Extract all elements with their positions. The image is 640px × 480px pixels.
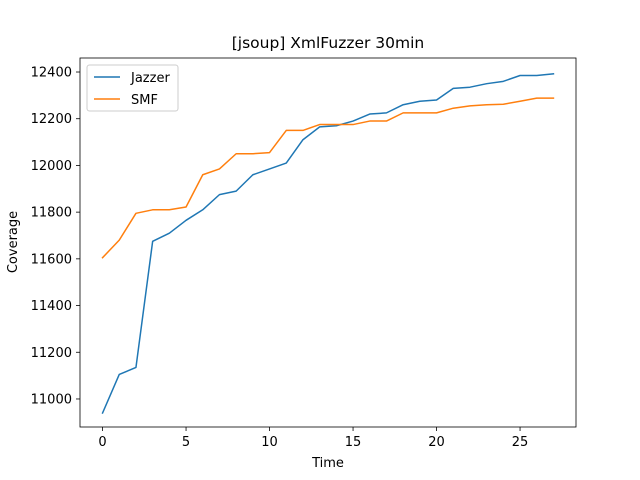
y-tick-label: 11000 (31, 392, 72, 407)
legend-label-jazzer: Jazzer (130, 71, 170, 86)
y-tick-label: 11400 (31, 299, 72, 314)
plot-area (80, 58, 576, 427)
x-tick-label: 10 (261, 435, 278, 450)
y-tick-label: 11200 (31, 346, 72, 361)
x-tick-label: 25 (512, 435, 529, 450)
y-tick-label: 11800 (31, 206, 72, 221)
legend-label-smf: SMF (131, 93, 158, 108)
x-axis-title: Time (311, 456, 344, 471)
x-tick-label: 20 (428, 435, 445, 450)
series-line-jazzer (101, 73, 555, 414)
legend: Jazzer SMF (86, 64, 179, 112)
y-axis: 11000 11200 11400 11600 11800 12000 12200 12400 (31, 66, 80, 407)
y-tick-label: 12400 (31, 66, 72, 81)
chart-title: [jsoup] XmlFuzzer 30min (232, 34, 425, 52)
y-tick-label: 12200 (31, 112, 72, 127)
x-tick-label: 5 (182, 435, 190, 450)
y-tick-label: 12000 (31, 159, 72, 174)
x-axis: 0 5 10 15 20 25 (98, 427, 528, 450)
plot-frame (79, 57, 577, 428)
x-tick-label: 15 (345, 435, 362, 450)
x-tick-label: 0 (98, 435, 106, 450)
series-line-smf (101, 97, 555, 259)
y-axis-title: Coverage (6, 211, 21, 273)
y-tick-label: 11600 (31, 252, 72, 267)
series-layer (101, 73, 555, 414)
